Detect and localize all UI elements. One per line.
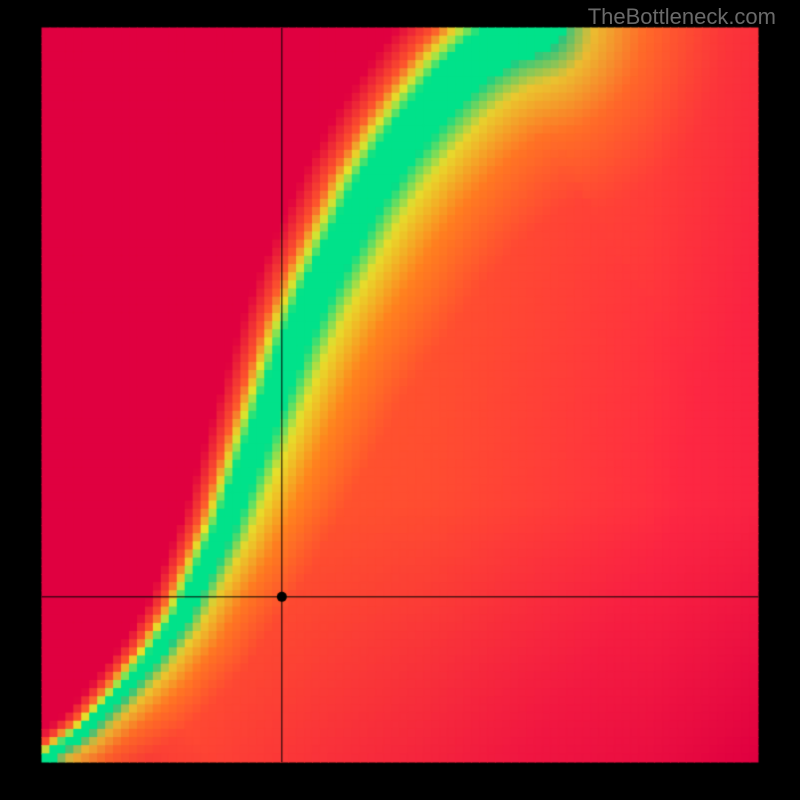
chart-container: TheBottleneck.com [0, 0, 800, 800]
heatmap-canvas [0, 0, 800, 800]
watermark-text: TheBottleneck.com [588, 4, 776, 30]
